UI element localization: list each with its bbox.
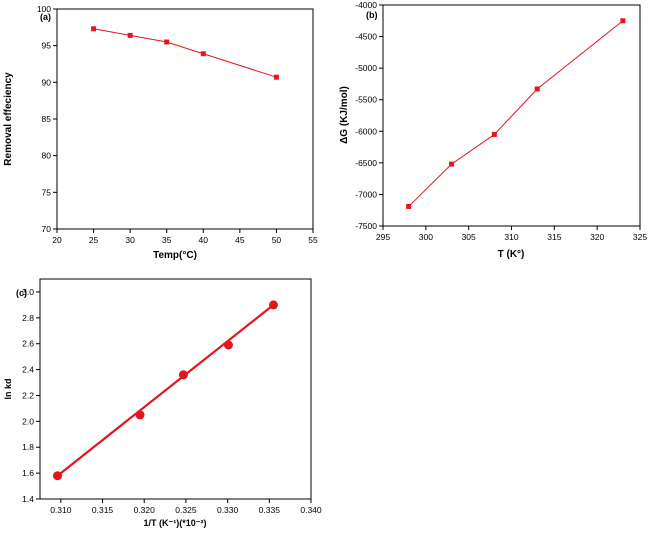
data-point (91, 26, 97, 32)
y-axis-label: Removal effeciency (3, 72, 14, 166)
y-tick-label: 80 (42, 151, 52, 161)
x-tick-label: 20 (52, 235, 62, 245)
chart-panel-a: 20 25 30 35 40 45 50 55 70 75 80 85 90 95 100 Temp(°C) R… (3, 4, 318, 261)
x-tick-label: 310 (504, 232, 518, 242)
data-point (53, 471, 63, 481)
y-tick-label: 2.2 (22, 390, 34, 400)
data-point (620, 18, 626, 24)
x-tick-label: 40 (199, 235, 209, 245)
data-point (223, 340, 233, 350)
y-tick-label: 1.4 (22, 494, 34, 504)
x-tick-label: 0.330 (217, 505, 239, 515)
chart-panel-b: 295 300 305 310 315 320 325 -7500 -7000 -6500 -600… (339, 0, 647, 260)
panel-label: (a) (40, 12, 51, 22)
x-axis-label: 1/T (K⁻¹)(*10⁻²) (144, 518, 207, 528)
data-point (200, 51, 206, 57)
x-tick-label: 35 (162, 235, 172, 245)
series-line (93, 28, 277, 78)
y-axis-label: ΔG (KJ/mol) (339, 86, 350, 144)
y-tick-label: 100 (37, 4, 51, 14)
x-tick-label: 295 (376, 232, 390, 242)
x-tick-label: 30 (125, 235, 135, 245)
series-line (408, 20, 624, 207)
x-tick-label: 315 (547, 232, 561, 242)
data-point (273, 74, 279, 80)
y-tick-label: -7000 (355, 189, 377, 199)
y-tick-label: 3.0 (22, 287, 34, 297)
y-tick-label: -5000 (355, 63, 377, 73)
x-tick-label: 305 (462, 232, 476, 242)
y-tick-label: 70 (42, 224, 52, 234)
y-tick-label: -6000 (355, 126, 377, 136)
x-tick-label: 325 (633, 232, 647, 242)
x-tick-label: 320 (590, 232, 604, 242)
x-tick-label: 25 (89, 235, 99, 245)
y-tick-label: -6500 (355, 158, 377, 168)
x-tick-label: 0.325 (175, 505, 197, 515)
chart-panel-c: 0.310 0.315 0.320 0.325 0.330 0.335 0.340 1.4 1.… (3, 278, 322, 528)
data-point (178, 370, 188, 380)
y-tick-label: 1.8 (22, 442, 34, 452)
data-point (534, 86, 540, 92)
y-tick-label: 75 (42, 187, 52, 197)
data-point (268, 300, 278, 310)
y-tick-label: -7500 (355, 221, 377, 231)
panel-label: (c) (16, 288, 27, 298)
x-tick-label: 0.320 (134, 505, 156, 515)
data-point (449, 161, 455, 167)
x-tick-label: 0.335 (259, 505, 281, 515)
x-axis-label: Temp(°C) (153, 250, 197, 261)
y-tick-label: -4000 (355, 0, 377, 10)
y-tick-label: 2.6 (22, 339, 34, 349)
x-tick-label: 45 (235, 235, 245, 245)
y-tick-label: 1.6 (22, 468, 34, 478)
fit-line (56, 304, 275, 477)
panel-label: (b) (366, 10, 378, 20)
data-point (491, 131, 497, 137)
y-tick-label: 90 (42, 77, 52, 87)
x-tick-label: 300 (419, 232, 433, 242)
y-tick-label: 2.4 (22, 365, 34, 375)
x-tick-label: 55 (308, 235, 318, 245)
y-tick-label: 2.8 (22, 313, 34, 323)
y-tick-label: 2.0 (22, 416, 34, 426)
y-axis-label: ln kd (3, 378, 13, 399)
x-tick-label: 0.310 (50, 505, 72, 515)
y-tick-label: -5500 (355, 95, 377, 105)
data-point (406, 203, 412, 209)
y-tick-label: 85 (42, 114, 52, 124)
x-tick-label: 50 (272, 235, 282, 245)
y-tick-label: -4500 (355, 32, 377, 42)
x-tick-label: 0.315 (92, 505, 114, 515)
y-tick-label: 95 (42, 41, 52, 51)
x-axis-label: T (K°) (498, 249, 525, 260)
x-tick-label: 0.340 (300, 505, 322, 515)
plot-frame (39, 278, 312, 500)
data-point (135, 410, 145, 420)
data-point (127, 32, 133, 38)
plot-frame (56, 8, 314, 230)
data-point (164, 39, 170, 45)
